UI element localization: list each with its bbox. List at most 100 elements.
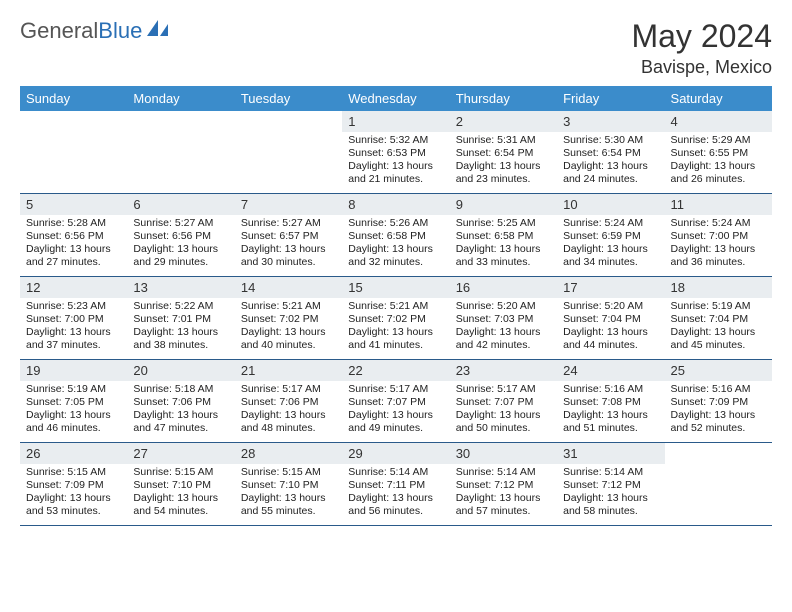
sunset-line: Sunset: 7:07 PM: [348, 396, 443, 409]
sunrise-line: Sunrise: 5:15 AM: [133, 466, 228, 479]
day-number: 23: [450, 360, 557, 381]
calendar-day-cell: 8Sunrise: 5:26 AMSunset: 6:58 PMDaylight…: [342, 194, 449, 277]
sunrise-line: Sunrise: 5:20 AM: [456, 300, 551, 313]
sunrise-line: Sunrise: 5:32 AM: [348, 134, 443, 147]
day-number: 28: [235, 443, 342, 464]
daylight-line: Daylight: 13 hours and 51 minutes.: [563, 409, 658, 435]
daylight-line: Daylight: 13 hours and 40 minutes.: [241, 326, 336, 352]
sunset-line: Sunset: 7:09 PM: [671, 396, 766, 409]
daylight-line: Daylight: 13 hours and 58 minutes.: [563, 492, 658, 518]
daylight-line: Daylight: 13 hours and 54 minutes.: [133, 492, 228, 518]
daylight-line: Daylight: 13 hours and 49 minutes.: [348, 409, 443, 435]
daylight-line: Daylight: 13 hours and 50 minutes.: [456, 409, 551, 435]
calendar-day-cell: 3Sunrise: 5:30 AMSunset: 6:54 PMDaylight…: [557, 111, 664, 194]
sunset-line: Sunset: 6:58 PM: [348, 230, 443, 243]
calendar-empty-cell: [20, 111, 127, 194]
day-number: 17: [557, 277, 664, 298]
calendar-day-cell: 14Sunrise: 5:21 AMSunset: 7:02 PMDayligh…: [235, 277, 342, 360]
day-number: 7: [235, 194, 342, 215]
sunrise-line: Sunrise: 5:29 AM: [671, 134, 766, 147]
calendar-day-cell: 15Sunrise: 5:21 AMSunset: 7:02 PMDayligh…: [342, 277, 449, 360]
calendar-day-cell: 27Sunrise: 5:15 AMSunset: 7:10 PMDayligh…: [127, 443, 234, 526]
calendar-week-row: 26Sunrise: 5:15 AMSunset: 7:09 PMDayligh…: [20, 443, 772, 526]
calendar-day-cell: 11Sunrise: 5:24 AMSunset: 7:00 PMDayligh…: [665, 194, 772, 277]
day-number: 25: [665, 360, 772, 381]
weekday-header: Saturday: [665, 86, 772, 111]
calendar-header-row: SundayMondayTuesdayWednesdayThursdayFrid…: [20, 86, 772, 111]
day-number: 9: [450, 194, 557, 215]
day-info: Sunrise: 5:24 AMSunset: 6:59 PMDaylight:…: [557, 215, 664, 274]
sunset-line: Sunset: 7:10 PM: [133, 479, 228, 492]
daylight-line: Daylight: 13 hours and 27 minutes.: [26, 243, 121, 269]
title-block: May 2024 Bavispe, Mexico: [631, 18, 772, 78]
calendar-day-cell: 20Sunrise: 5:18 AMSunset: 7:06 PMDayligh…: [127, 360, 234, 443]
daylight-line: Daylight: 13 hours and 44 minutes.: [563, 326, 658, 352]
calendar-day-cell: 29Sunrise: 5:14 AMSunset: 7:11 PMDayligh…: [342, 443, 449, 526]
calendar-day-cell: 24Sunrise: 5:16 AMSunset: 7:08 PMDayligh…: [557, 360, 664, 443]
day-info: Sunrise: 5:15 AMSunset: 7:10 PMDaylight:…: [235, 464, 342, 523]
calendar-day-cell: 7Sunrise: 5:27 AMSunset: 6:57 PMDaylight…: [235, 194, 342, 277]
daylight-line: Daylight: 13 hours and 55 minutes.: [241, 492, 336, 518]
calendar-day-cell: 22Sunrise: 5:17 AMSunset: 7:07 PMDayligh…: [342, 360, 449, 443]
sunrise-line: Sunrise: 5:17 AM: [241, 383, 336, 396]
day-number: 13: [127, 277, 234, 298]
day-info: Sunrise: 5:20 AMSunset: 7:03 PMDaylight:…: [450, 298, 557, 357]
daylight-line: Daylight: 13 hours and 48 minutes.: [241, 409, 336, 435]
day-info: Sunrise: 5:21 AMSunset: 7:02 PMDaylight:…: [342, 298, 449, 357]
weekday-header: Sunday: [20, 86, 127, 111]
sunrise-line: Sunrise: 5:22 AM: [133, 300, 228, 313]
sunset-line: Sunset: 7:09 PM: [26, 479, 121, 492]
calendar-day-cell: 16Sunrise: 5:20 AMSunset: 7:03 PMDayligh…: [450, 277, 557, 360]
calendar-day-cell: 23Sunrise: 5:17 AMSunset: 7:07 PMDayligh…: [450, 360, 557, 443]
weekday-header: Tuesday: [235, 86, 342, 111]
sunrise-line: Sunrise: 5:21 AM: [348, 300, 443, 313]
sunrise-line: Sunrise: 5:24 AM: [671, 217, 766, 230]
sunset-line: Sunset: 7:05 PM: [26, 396, 121, 409]
sunrise-line: Sunrise: 5:16 AM: [563, 383, 658, 396]
day-info: Sunrise: 5:14 AMSunset: 7:11 PMDaylight:…: [342, 464, 449, 523]
daylight-line: Daylight: 13 hours and 30 minutes.: [241, 243, 336, 269]
sunrise-line: Sunrise: 5:14 AM: [348, 466, 443, 479]
sunrise-line: Sunrise: 5:19 AM: [671, 300, 766, 313]
calendar-day-cell: 26Sunrise: 5:15 AMSunset: 7:09 PMDayligh…: [20, 443, 127, 526]
sunset-line: Sunset: 7:07 PM: [456, 396, 551, 409]
sunset-line: Sunset: 7:00 PM: [671, 230, 766, 243]
day-number: 2: [450, 111, 557, 132]
calendar-day-cell: 4Sunrise: 5:29 AMSunset: 6:55 PMDaylight…: [665, 111, 772, 194]
day-number: 1: [342, 111, 449, 132]
calendar-day-cell: 6Sunrise: 5:27 AMSunset: 6:56 PMDaylight…: [127, 194, 234, 277]
calendar-day-cell: 19Sunrise: 5:19 AMSunset: 7:05 PMDayligh…: [20, 360, 127, 443]
sunset-line: Sunset: 7:12 PM: [563, 479, 658, 492]
calendar-week-row: 5Sunrise: 5:28 AMSunset: 6:56 PMDaylight…: [20, 194, 772, 277]
sunrise-line: Sunrise: 5:14 AM: [456, 466, 551, 479]
day-number: 30: [450, 443, 557, 464]
sunrise-line: Sunrise: 5:18 AM: [133, 383, 228, 396]
weekday-header: Friday: [557, 86, 664, 111]
day-info: Sunrise: 5:27 AMSunset: 6:57 PMDaylight:…: [235, 215, 342, 274]
sunrise-line: Sunrise: 5:27 AM: [241, 217, 336, 230]
calendar-week-row: 12Sunrise: 5:23 AMSunset: 7:00 PMDayligh…: [20, 277, 772, 360]
daylight-line: Daylight: 13 hours and 36 minutes.: [671, 243, 766, 269]
month-title: May 2024: [631, 18, 772, 55]
day-info: Sunrise: 5:28 AMSunset: 6:56 PMDaylight:…: [20, 215, 127, 274]
daylight-line: Daylight: 13 hours and 37 minutes.: [26, 326, 121, 352]
sunrise-line: Sunrise: 5:23 AM: [26, 300, 121, 313]
sunset-line: Sunset: 6:58 PM: [456, 230, 551, 243]
day-info: Sunrise: 5:17 AMSunset: 7:07 PMDaylight:…: [450, 381, 557, 440]
sunset-line: Sunset: 6:55 PM: [671, 147, 766, 160]
day-number: 29: [342, 443, 449, 464]
sunset-line: Sunset: 7:01 PM: [133, 313, 228, 326]
day-number: 15: [342, 277, 449, 298]
sunrise-line: Sunrise: 5:15 AM: [26, 466, 121, 479]
calendar-empty-cell: [127, 111, 234, 194]
day-info: Sunrise: 5:16 AMSunset: 7:08 PMDaylight:…: [557, 381, 664, 440]
sunset-line: Sunset: 6:54 PM: [456, 147, 551, 160]
calendar-week-row: 19Sunrise: 5:19 AMSunset: 7:05 PMDayligh…: [20, 360, 772, 443]
day-number: 22: [342, 360, 449, 381]
day-number: 31: [557, 443, 664, 464]
day-info: Sunrise: 5:19 AMSunset: 7:04 PMDaylight:…: [665, 298, 772, 357]
sunset-line: Sunset: 7:02 PM: [241, 313, 336, 326]
sunset-line: Sunset: 7:06 PM: [133, 396, 228, 409]
day-number: 4: [665, 111, 772, 132]
sunset-line: Sunset: 7:12 PM: [456, 479, 551, 492]
